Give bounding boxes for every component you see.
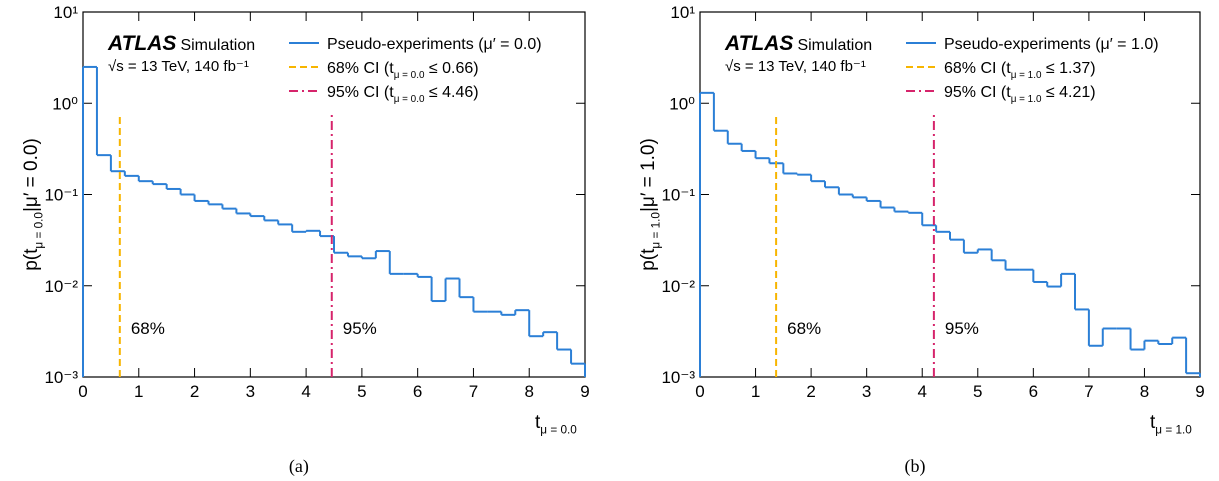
ci-label: 95% [945,319,979,338]
atlas-energy: √s = 13 TeV, 140 fb⁻¹ [725,58,866,75]
ci-label: 95% [343,319,377,338]
atlas-label: ATLAS Simulation [107,32,255,55]
x-tick-label: 0 [78,382,87,401]
legend-label-part: 68% CI (t [327,60,394,77]
y-axis-title-part: |μ′ = 1.0) [638,138,659,212]
legend-label-part: μ = 1.0 [1011,94,1042,105]
y-tick-label: 10⁰ [669,94,695,113]
ci-label: 68% [131,319,165,338]
legend-label: 68% CI (tμ = 1.0 ≤ 1.37) [944,60,1096,81]
y-axis-title: p(tμ = 0.0|μ′ = 0.0) [21,138,46,271]
x-tick-label: 3 [246,382,255,401]
x-axis-title-part: μ = 1.0 [1155,424,1192,437]
y-tick-label: 10⁻³ [661,368,695,387]
legend-label-part: μ = 0.0 [394,94,425,105]
atlas-logo: ATLAS [724,32,793,55]
y-tick-label: 10⁻¹ [661,186,695,205]
x-tick-label: 2 [190,382,199,401]
x-tick-label: 4 [917,382,926,401]
x-axis-title: tμ = 1.0 [1150,412,1192,437]
y-tick-label: 10⁰ [52,94,78,113]
atlas-sim: Simulation [797,37,872,54]
x-tick-label: 5 [357,382,366,401]
x-tick-label: 0 [695,382,704,401]
x-tick-label: 3 [862,382,871,401]
x-tick-label: 8 [1140,382,1149,401]
x-axis-title-part: μ = 0.0 [540,424,577,437]
caption: (b) [905,456,926,477]
legend-label-part: 95% CI (t [944,84,1011,101]
x-tick-label: 4 [301,382,310,401]
legend-label-part: 68% CI (t [944,60,1011,77]
legend-label-part: ≤ 4.46) [424,84,478,101]
y-axis-title-part: p(t [21,248,42,271]
legend-label-part: μ = 1.0 [1011,70,1042,81]
y-axis-title-part: μ = 0.0 [33,212,46,249]
x-tick-label: 7 [1084,382,1093,401]
caption: (a) [289,456,309,477]
y-axis-title-part: μ = 1.0 [650,212,663,249]
legend-label-part: ≤ 1.37) [1041,60,1095,77]
atlas-label: ATLAS Simulation [724,32,872,55]
y-axis-title-part: p(t [638,248,659,271]
y-tick-label: 10⁻¹ [44,186,78,205]
x-tick-label: 1 [134,382,143,401]
y-tick-label: 10⁻² [44,277,78,296]
legend-label: Pseudo-experiments (μ′ = 0.0) [327,36,542,53]
legend-label-part: μ = 0.0 [394,70,425,81]
x-tick-label: 1 [751,382,760,401]
y-tick-label: 10⁻³ [44,368,78,387]
x-axis-title-part: t [535,412,541,433]
x-tick-label: 9 [1195,382,1204,401]
x-tick-label: 7 [469,382,478,401]
y-axis-title: p(tμ = 1.0|μ′ = 1.0) [638,138,663,271]
y-tick-label: 10¹ [53,3,78,22]
x-tick-label: 2 [806,382,815,401]
x-tick-label: 6 [1029,382,1038,401]
legend-label-part: ≤ 4.21) [1041,84,1095,101]
y-axis-title-part: |μ′ = 0.0) [21,138,42,212]
x-tick-label: 8 [524,382,533,401]
x-axis-title-part: t [1150,412,1156,433]
ci-label: 68% [787,319,821,338]
legend-label: Pseudo-experiments (μ′ = 1.0) [944,36,1159,53]
legend-label-part: 95% CI (t [327,84,394,101]
legend-label: 95% CI (tμ = 1.0 ≤ 4.21) [944,84,1096,105]
legend-label: 68% CI (tμ = 0.0 ≤ 0.66) [327,60,479,81]
y-tick-label: 10⁻² [661,277,695,296]
y-tick-label: 10¹ [670,3,695,22]
x-tick-label: 6 [413,382,422,401]
x-tick-label: 9 [580,382,589,401]
atlas-logo: ATLAS [107,32,176,55]
x-tick-label: 5 [973,382,982,401]
legend-label: 95% CI (tμ = 0.0 ≤ 4.46) [327,84,479,105]
atlas-energy: √s = 13 TeV, 140 fb⁻¹ [108,58,249,75]
x-axis-title: tμ = 0.0 [535,412,577,437]
atlas-sim: Simulation [180,37,255,54]
legend-label-part: ≤ 0.66) [424,60,478,77]
